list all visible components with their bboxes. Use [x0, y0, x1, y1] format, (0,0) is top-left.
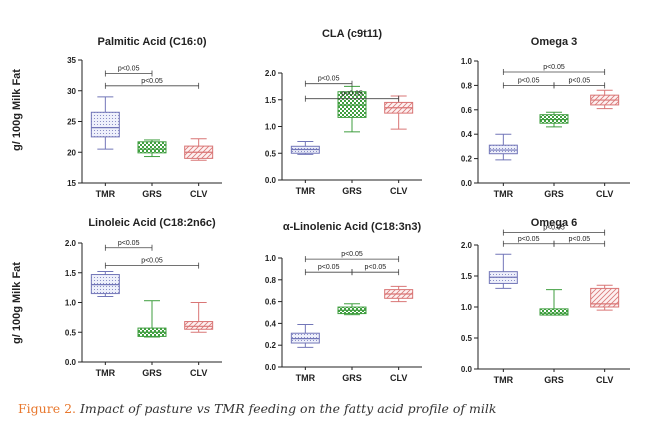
- x-tick-label: CLV: [596, 189, 613, 199]
- y-tick-label: 0.4: [265, 319, 277, 328]
- x-tick-label: TMR: [296, 373, 316, 383]
- x-tick-label: TMR: [96, 189, 116, 199]
- y-tick-label: 0.4: [461, 130, 473, 139]
- y-tick-label: 2.0: [265, 69, 277, 78]
- y-tick-label: 0.5: [265, 149, 277, 158]
- x-tick-label: CLV: [190, 189, 207, 199]
- box-iqr: [590, 287, 620, 308]
- y-axis-label: g/ 100g Milk Fat: [11, 69, 23, 151]
- significance-label: p<0.05: [118, 66, 140, 73]
- y-tick-label: 0.5: [461, 334, 473, 343]
- significance-label: p<0.05: [569, 236, 591, 243]
- y-tick-label: 1.0: [461, 303, 473, 312]
- chart-title: α-Linolenic Acid (C18:3n3): [283, 221, 422, 233]
- y-tick-label: 0.5: [65, 328, 77, 337]
- significance-label: p<0.05: [318, 76, 340, 83]
- y-tick-label: 0.2: [265, 341, 277, 350]
- chart-panel: α-Linolenic Acid (C18:3n3) 0.0 0.2 0.4 0.6 0.…: [265, 221, 422, 383]
- chart-title: Omega 6: [531, 217, 577, 229]
- significance-label: p<0.05: [543, 64, 565, 71]
- significance-label: p<0.05: [341, 251, 363, 258]
- chart-title: Omega 3: [531, 36, 577, 48]
- y-axis-label: g/ 100g Milk Fat: [11, 262, 23, 344]
- y-tick-label: 30: [67, 87, 76, 96]
- significance-label: p<0.05: [365, 264, 387, 271]
- y-tick-label: 2.0: [65, 239, 77, 248]
- significance-label: p<0.05: [543, 225, 565, 232]
- y-tick-label: 0.0: [65, 358, 77, 367]
- chart-title: CLA (c9t11): [322, 28, 382, 40]
- box-iqr: [539, 114, 569, 124]
- y-tick-label: 15: [67, 179, 76, 188]
- box-iqr: [184, 321, 214, 330]
- x-tick-label: TMR: [494, 375, 514, 385]
- chart-title: Palmitic Acid (C16:0): [97, 36, 206, 48]
- x-tick-label: GRS: [342, 373, 362, 383]
- chart-panel: Omega 3 0.0 0.2 0.4 0.6 0.8 1.0 TMR GRS CLV p<0.05…: [461, 36, 630, 199]
- y-tick-label: 1.0: [265, 123, 277, 132]
- y-tick-label: 1.0: [265, 254, 277, 263]
- significance-label: p<0.05: [318, 264, 340, 271]
- figure-caption-label: Figure 2.: [18, 401, 76, 416]
- x-tick-label: CLV: [390, 186, 407, 196]
- significance-label: p<0.05: [141, 78, 163, 85]
- figure-grid: g/ 100g Milk Fat g/ 100g Milk Fat Palmit…: [11, 28, 630, 385]
- figure-caption-text: Impact of pasture vs TMR feeding on the …: [79, 401, 497, 416]
- x-tick-label: CLV: [390, 373, 407, 383]
- y-tick-label: 1.5: [65, 269, 77, 278]
- y-tick-label: 0.8: [265, 276, 277, 285]
- box-iqr: [539, 308, 569, 316]
- figure-caption: Figure 2. Impact of pasture vs TMR feedi…: [18, 401, 496, 416]
- y-tick-label: 0.6: [461, 106, 473, 115]
- y-tick-label: 1.0: [65, 299, 77, 308]
- y-tick-label: 1.5: [265, 96, 277, 105]
- y-tick-label: 0.0: [265, 363, 277, 372]
- significance-label: p<0.05: [518, 236, 540, 243]
- significance-label: p<0.05: [341, 91, 363, 98]
- x-tick-label: GRS: [142, 189, 162, 199]
- box-iqr: [137, 141, 167, 154]
- significance-label: p<0.05: [118, 240, 140, 247]
- chart-panel: Linoleic Acid (C18:2n6c) 0.0 0.5 1.0 1.5 2.0 T…: [65, 217, 222, 378]
- y-tick-label: 0.0: [461, 365, 473, 374]
- x-tick-label: GRS: [342, 186, 362, 196]
- x-tick-label: TMR: [494, 189, 514, 199]
- y-tick-label: 0.2: [461, 155, 473, 164]
- chart-title: Linoleic Acid (C18:2n6c): [88, 217, 216, 229]
- y-tick-label: 20: [67, 148, 76, 157]
- x-tick-label: GRS: [544, 375, 564, 385]
- chart-panel: Palmitic Acid (C16:0) 15 20 25 30 35 TMR GRS CLV…: [67, 36, 222, 199]
- y-tick-label: 0.6: [265, 298, 277, 307]
- box-iqr: [488, 144, 518, 155]
- y-tick-label: 0.0: [265, 176, 277, 185]
- y-tick-label: 2.0: [461, 241, 473, 250]
- significance-label: p<0.05: [518, 77, 540, 84]
- x-tick-label: GRS: [544, 189, 564, 199]
- x-tick-label: CLV: [596, 375, 613, 385]
- x-tick-label: CLV: [190, 368, 207, 378]
- x-tick-label: TMR: [296, 186, 316, 196]
- box-iqr: [90, 111, 120, 138]
- significance-label: p<0.05: [141, 258, 163, 265]
- y-tick-label: 0.0: [461, 179, 473, 188]
- y-tick-label: 1.0: [461, 57, 473, 66]
- y-tick-label: 0.8: [461, 81, 473, 90]
- significance-label: p<0.05: [569, 77, 591, 84]
- y-tick-label: 35: [67, 56, 76, 65]
- y-tick-label: 1.5: [461, 272, 473, 281]
- chart-panel: CLA (c9t11) 0.0 0.5 1.0 1.5 2.0 TMR GRS CLV p<0.0…: [265, 28, 422, 196]
- y-tick-label: 25: [67, 118, 76, 127]
- x-tick-label: GRS: [142, 368, 162, 378]
- x-tick-label: TMR: [96, 368, 116, 378]
